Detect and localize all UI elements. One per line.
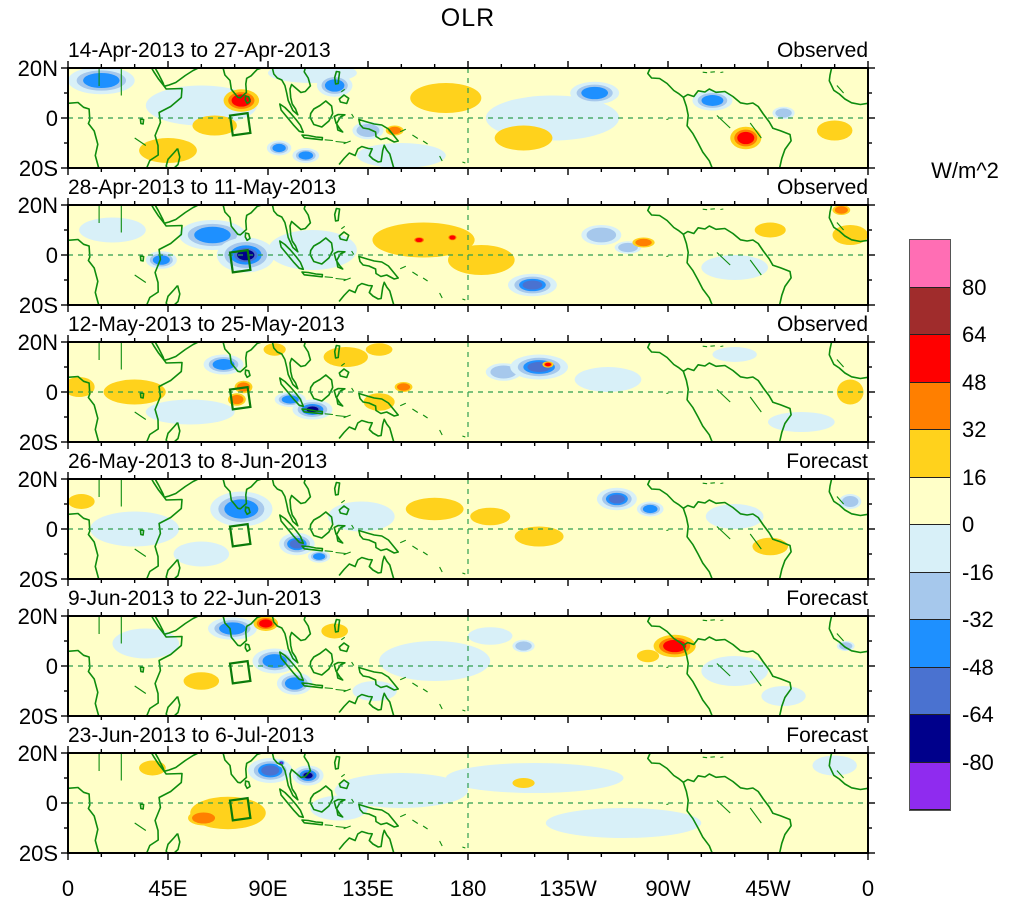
colorbar-tick-label: 80 (962, 274, 987, 300)
lat-tick-label: 20N (17, 330, 58, 355)
panel-status-badge: Observed (776, 313, 868, 336)
colorbar-segment (910, 572, 950, 620)
panel-period-label: 12-May-2013 to 25-May-2013 (68, 313, 345, 336)
colorbar-segment (910, 762, 950, 810)
panel-period-label: 14-Apr-2013 to 27-Apr-2013 (68, 39, 331, 62)
panel-status-badge: Forecast (786, 587, 868, 610)
colorbar-segment (910, 430, 950, 478)
colorbar-tick-label: -64 (962, 702, 994, 727)
lon-tick-label: 135W (539, 876, 597, 901)
lat-tick-label: 20N (17, 741, 58, 766)
figure-title: OLR (440, 4, 496, 32)
lat-tick-label: 0 (45, 106, 58, 131)
lat-tick-label: 20S (18, 704, 58, 729)
map-panel-1 (61, 61, 875, 175)
study-region-box (228, 659, 252, 685)
lon-tick-label: 180 (449, 876, 487, 901)
panel-status-badge: Observed (776, 39, 868, 62)
lon-tick-label: 45E (148, 876, 188, 901)
colorbar-segment (910, 525, 950, 573)
colorbar-segment (910, 620, 950, 668)
lat-tick-label: 0 (45, 517, 58, 542)
lat-tick-label: 0 (45, 791, 58, 816)
colorbar-segment (910, 287, 950, 335)
lat-tick-label: 20S (18, 156, 58, 181)
lon-tick-label: 135E (342, 876, 394, 901)
colorbar (909, 239, 951, 811)
colorbar-tick-label: 16 (962, 464, 987, 490)
colorbar-segment (910, 477, 950, 525)
lat-tick-label: 20S (18, 567, 58, 592)
study-region-box (228, 385, 252, 411)
panel-period-label: 26-May-2013 to 8-Jun-2013 (68, 450, 328, 473)
map-panel-2 (61, 198, 875, 312)
colorbar-tick-label: -16 (962, 559, 994, 585)
panel-header: 26-May-2013 to 8-Jun-2013 Forecast (68, 450, 868, 476)
colorbar-tick-label: 0 (962, 512, 975, 537)
panel-header: 14-Apr-2013 to 27-Apr-2013 Observed (68, 39, 868, 65)
colorbar-tick-label: -48 (962, 654, 994, 680)
lon-tick-label: 90E (248, 876, 288, 901)
panel-header: 9-Jun-2013 to 22-Jun-2013 Forecast (68, 587, 868, 613)
lon-tick-label: 45W (745, 876, 791, 901)
panel-header: 12-May-2013 to 25-May-2013 Observed (68, 313, 868, 339)
panel-status-badge: Observed (776, 176, 868, 199)
panel-period-label: 23-Jun-2013 to 6-Jul-2013 (68, 724, 315, 747)
colorbar-segment (910, 667, 950, 715)
panel-period-label: 9-Jun-2013 to 22-Jun-2013 (68, 587, 322, 610)
lon-tick-label: 0 (61, 876, 75, 901)
colorbar-segment (910, 382, 950, 430)
panel-status-badge: Forecast (786, 724, 868, 747)
lon-tick-label: 90W (645, 876, 691, 901)
panel-status-badge: Forecast (786, 450, 868, 473)
colorbar-tick-label: -32 (962, 607, 994, 632)
colorbar-segment (910, 240, 950, 288)
lat-tick-label: 0 (45, 380, 58, 405)
map-panel-6 (61, 746, 875, 860)
lat-tick-label: 20N (17, 56, 58, 81)
lat-tick-label: 0 (45, 654, 58, 679)
lat-tick-label: 20N (17, 193, 58, 218)
study-region-box (228, 111, 252, 137)
colorbar-unit-label: W/m^2 (931, 158, 999, 183)
lat-tick-label: 20N (17, 467, 58, 492)
study-region-box (228, 522, 252, 548)
panel-period-label: 28-Apr-2013 to 11-May-2013 (68, 176, 337, 199)
panel-header: 23-Jun-2013 to 6-Jul-2013 Forecast (68, 724, 868, 750)
study-region-box (228, 796, 252, 822)
colorbar-tick-label: -80 (962, 749, 994, 775)
map-panel-3 (61, 335, 875, 449)
map-panel-5 (61, 609, 875, 723)
lat-tick-label: 20N (17, 604, 58, 629)
lat-tick-label: 20S (18, 430, 58, 455)
colorbar-tick-label: 64 (962, 322, 987, 347)
colorbar-tick-label: 32 (962, 417, 987, 442)
colorbar-tick-label: 48 (962, 369, 987, 395)
lat-tick-label: 20S (18, 293, 58, 318)
colorbar-segment (910, 335, 950, 383)
lon-tick-label: 0 (861, 876, 875, 901)
lat-tick-label: 20S (18, 841, 58, 866)
panel-header: 28-Apr-2013 to 11-May-2013 Observed (68, 176, 868, 202)
study-region-box (228, 248, 252, 274)
lat-tick-label: 0 (45, 243, 58, 268)
colorbar-segment (910, 715, 950, 763)
map-panel-4 (61, 472, 875, 586)
